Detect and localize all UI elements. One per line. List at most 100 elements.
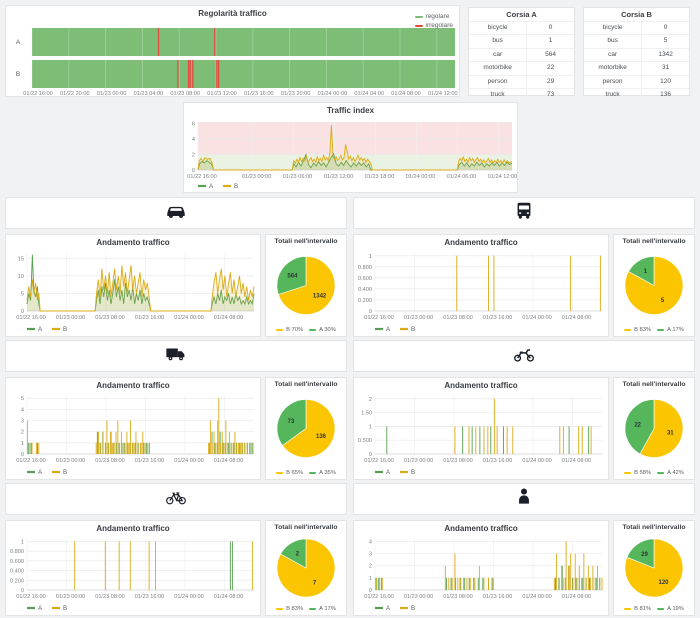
car-pie-legend: B 70% A 30%	[266, 327, 346, 333]
table-title[interactable]: Corsia B	[621, 10, 652, 19]
corsia-b-table: bicycle 0 bus 5 car 1342 motorbike 31 person 120 t…	[584, 21, 689, 102]
panel-title[interactable]: Andamento traffico	[444, 524, 518, 533]
legend-item-regolare[interactable]: regolare	[414, 13, 453, 20]
svg-text:5: 5	[661, 298, 665, 304]
person-andamento-chart[interactable]: 0 1 2 3 4 01/22 16:00 01/23 00:00 01/23 08:00 01…	[354, 534, 608, 615]
bus-pie-legend: B 83% A 17%	[614, 327, 694, 333]
svg-text:A: A	[38, 326, 43, 333]
svg-text:01/22 16:00: 01/22 16:00	[16, 594, 46, 600]
legend-label: A 42%	[667, 470, 684, 476]
truck-andamento-chart[interactable]: 0 1 2 3 4 5 01/22 16:00 01/23 00:00 01/23 08:00 0…	[6, 391, 260, 479]
svg-text:01/23 12:00: 01/23 12:00	[324, 174, 354, 180]
panel-title[interactable]: Traffic index	[326, 106, 375, 115]
svg-text:0.600: 0.600	[10, 559, 24, 565]
legend-item-A[interactable]: A 17%	[657, 327, 684, 333]
table-row: motorbike 31	[584, 61, 689, 75]
panel-title[interactable]: Totali nell'intervallo	[622, 524, 686, 531]
svg-text:01/23 00:00: 01/23 00:00	[404, 458, 434, 464]
truck-totals-pie[interactable]: 136 73	[266, 391, 346, 466]
legend-item-A[interactable]: A 35%	[309, 470, 336, 476]
row-label: motorbike	[469, 62, 528, 75]
person-totals-pie[interactable]: 120 29	[614, 534, 694, 602]
svg-text:73: 73	[288, 419, 295, 425]
legend-item-A[interactable]: A 30%	[309, 327, 336, 333]
car-totals-pie[interactable]: 1342 564	[266, 248, 346, 323]
panel-title[interactable]: Andamento traffico	[96, 524, 170, 533]
legend-dash	[309, 329, 317, 331]
bus-andamento-chart[interactable]: 0 0.200 0.400 0.600 0.800 1 01/22 16:00 01/23 0…	[354, 248, 608, 336]
legend-label: B 65%	[286, 470, 304, 476]
legend-label: irregolare	[425, 22, 453, 29]
svg-text:A: A	[209, 183, 214, 190]
panel-title[interactable]: Totali nell'intervallo	[622, 381, 686, 388]
legend-item-B[interactable]: B 70%	[276, 327, 303, 333]
svg-text:01/23 00:00: 01/23 00:00	[97, 91, 127, 96]
legend-item-B[interactable]: B 65%	[276, 470, 303, 476]
table-title[interactable]: Corsia A	[506, 10, 537, 19]
row-value: 1	[548, 37, 553, 45]
legend-item-B[interactable]: B 81%	[624, 606, 651, 612]
svg-text:B: B	[16, 71, 20, 78]
legend-dash	[624, 329, 632, 331]
svg-text:0.200: 0.200	[358, 298, 372, 304]
bus-totals-pie[interactable]: 51	[614, 248, 694, 323]
panel-title[interactable]: Totali nell'intervallo	[274, 381, 338, 388]
svg-text:01/24 12:00: 01/24 12:00	[428, 91, 458, 96]
table-row: car 564	[469, 47, 574, 62]
svg-text:01/24 04:00: 01/24 04:00	[354, 91, 384, 96]
svg-text:01/24 00:00: 01/24 00:00	[174, 458, 204, 464]
svg-text:A: A	[16, 39, 21, 46]
svg-text:B: B	[63, 605, 67, 612]
section-truck-header	[5, 340, 347, 372]
panel-title[interactable]: Regolarità traffico	[198, 9, 267, 18]
svg-text:0: 0	[369, 309, 372, 315]
panel-title[interactable]: Andamento traffico	[444, 238, 518, 247]
regolarita-chart[interactable]: A B 01/22 16:00 01/22 20:00 01/23 00:00 01/23…	[6, 6, 459, 97]
panel-title[interactable]: Andamento traffico	[96, 381, 170, 390]
row-value: 29	[546, 77, 555, 85]
legend-item-A[interactable]: A 17%	[309, 606, 336, 612]
traffic-index-chart[interactable]: 0 2 4 6 01/22 16:00 01/23 00:00 01/23 06:00 01/…	[184, 116, 517, 192]
section-bus-header	[353, 197, 695, 229]
legend-label: A 17%	[319, 606, 336, 612]
svg-text:2: 2	[369, 564, 372, 570]
table-row: bicycle 0	[584, 21, 689, 35]
panel-title[interactable]: Totali nell'intervallo	[622, 238, 686, 245]
legend-label: A 17%	[667, 327, 684, 333]
panel-andamento-car: Andamento traffico 0 5 10 15 01/22 16:00 01/23…	[5, 234, 261, 337]
svg-text:01/23 16:00: 01/23 16:00	[135, 458, 165, 464]
svg-text:01/23 20:00: 01/23 20:00	[281, 91, 311, 96]
row-value: 73	[546, 90, 555, 98]
svg-text:5: 5	[21, 291, 24, 297]
legend-label: B 70%	[286, 327, 304, 333]
panel-title[interactable]: Andamento traffico	[444, 381, 518, 390]
bicycle-pie-legend: B 83% A 17%	[266, 606, 346, 612]
svg-text:1: 1	[369, 424, 372, 430]
bicycle-icon	[164, 486, 188, 513]
row-value: 22	[546, 64, 555, 72]
table-row: bus 5	[584, 34, 689, 48]
table-row: bicycle 0	[469, 21, 574, 35]
legend-dash	[624, 608, 632, 610]
svg-text:01/24 00:00: 01/24 00:00	[522, 315, 552, 321]
legend-item-B[interactable]: B 83%	[624, 327, 651, 333]
legend-dash	[657, 472, 665, 474]
panel-title[interactable]: Totali nell'intervallo	[274, 524, 338, 531]
bicycle-andamento-chart[interactable]: 0 0.200 0.400 0.600 0.800 1 01/22 16:00 01/23 0…	[6, 534, 260, 615]
svg-text:4: 4	[192, 137, 195, 143]
svg-text:01/22 20:00: 01/22 20:00	[60, 91, 90, 96]
panel-title[interactable]: Totali nell'intervallo	[274, 238, 338, 245]
svg-text:5: 5	[21, 396, 24, 402]
bicycle-totals-pie[interactable]: 72	[266, 534, 346, 602]
svg-text:0: 0	[21, 452, 24, 458]
motorbike-totals-pie[interactable]: 31 22	[614, 391, 694, 466]
panel-title[interactable]: Andamento traffico	[96, 238, 170, 247]
car-andamento-chart[interactable]: 0 5 10 15 01/22 16:00 01/23 00:00 01/23 08:00 0…	[6, 248, 260, 336]
motorbike-andamento-chart[interactable]: 0 0.500 1 1.50 2 01/22 16:00 01/23 00:00 01/23 …	[354, 391, 608, 479]
legend-item-B[interactable]: B 83%	[276, 606, 303, 612]
legend-item-B[interactable]: B 58%	[624, 470, 651, 476]
legend-item-A[interactable]: A 42%	[657, 470, 684, 476]
legend-item-irregolare[interactable]: irregolare	[414, 22, 453, 29]
panel-totali-person: Totali nell'intervallo 120 29 B 81% A 19%	[613, 520, 695, 616]
legend-item-A[interactable]: A 19%	[657, 606, 684, 612]
